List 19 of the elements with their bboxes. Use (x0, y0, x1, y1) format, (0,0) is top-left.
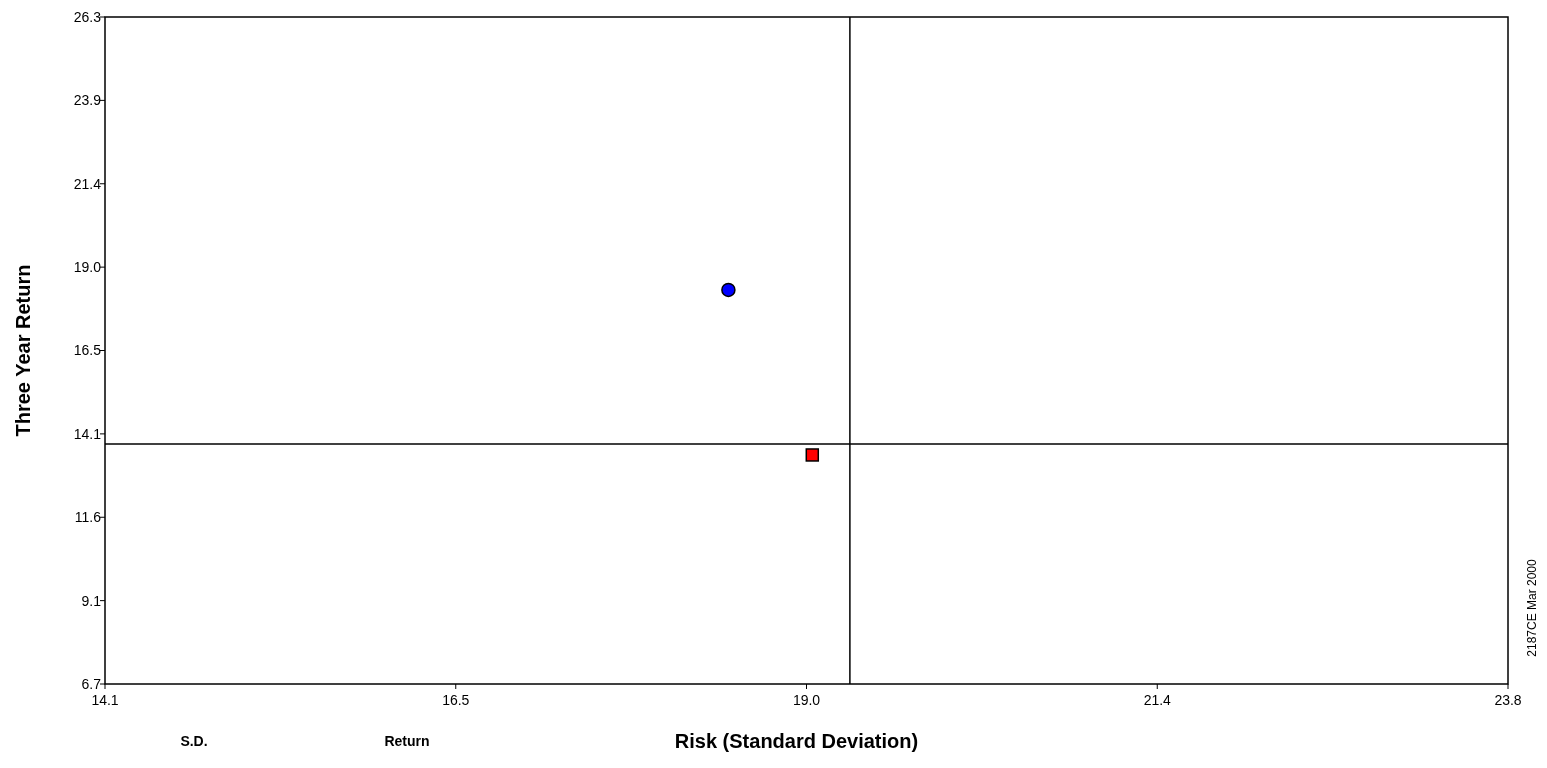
x-tick-label: 23.8 (1494, 692, 1522, 708)
x-axis-title: Risk (Standard Deviation) (674, 730, 919, 752)
y-tick-label: 19.0 (73, 259, 102, 276)
x-tick-label: 19.0 (792, 692, 821, 708)
y-tick-label: 21.4 (73, 175, 102, 192)
x-tick-label: 14.1 (91, 692, 119, 708)
y-tick-label: 14.1 (73, 425, 102, 442)
text: 2187CE Mar 2000 (1525, 558, 1540, 657)
y-tick-label: 9.1 (81, 592, 102, 609)
y-tick-label: 26.3 (73, 8, 102, 25)
text: Return (384, 733, 430, 749)
x-tick-label: 16.5 (442, 692, 470, 708)
y-tick-label: 11.6 (74, 509, 102, 526)
y-tick-label: 6.7 (81, 675, 102, 692)
x-tick-label: 21.4 (1143, 692, 1172, 708)
y-tick-label: 23.9 (73, 92, 102, 109)
y-tick-label: 16.5 (73, 342, 102, 359)
y-axis-title: Three Year Return (12, 264, 34, 437)
text: S.D. (180, 733, 208, 749)
